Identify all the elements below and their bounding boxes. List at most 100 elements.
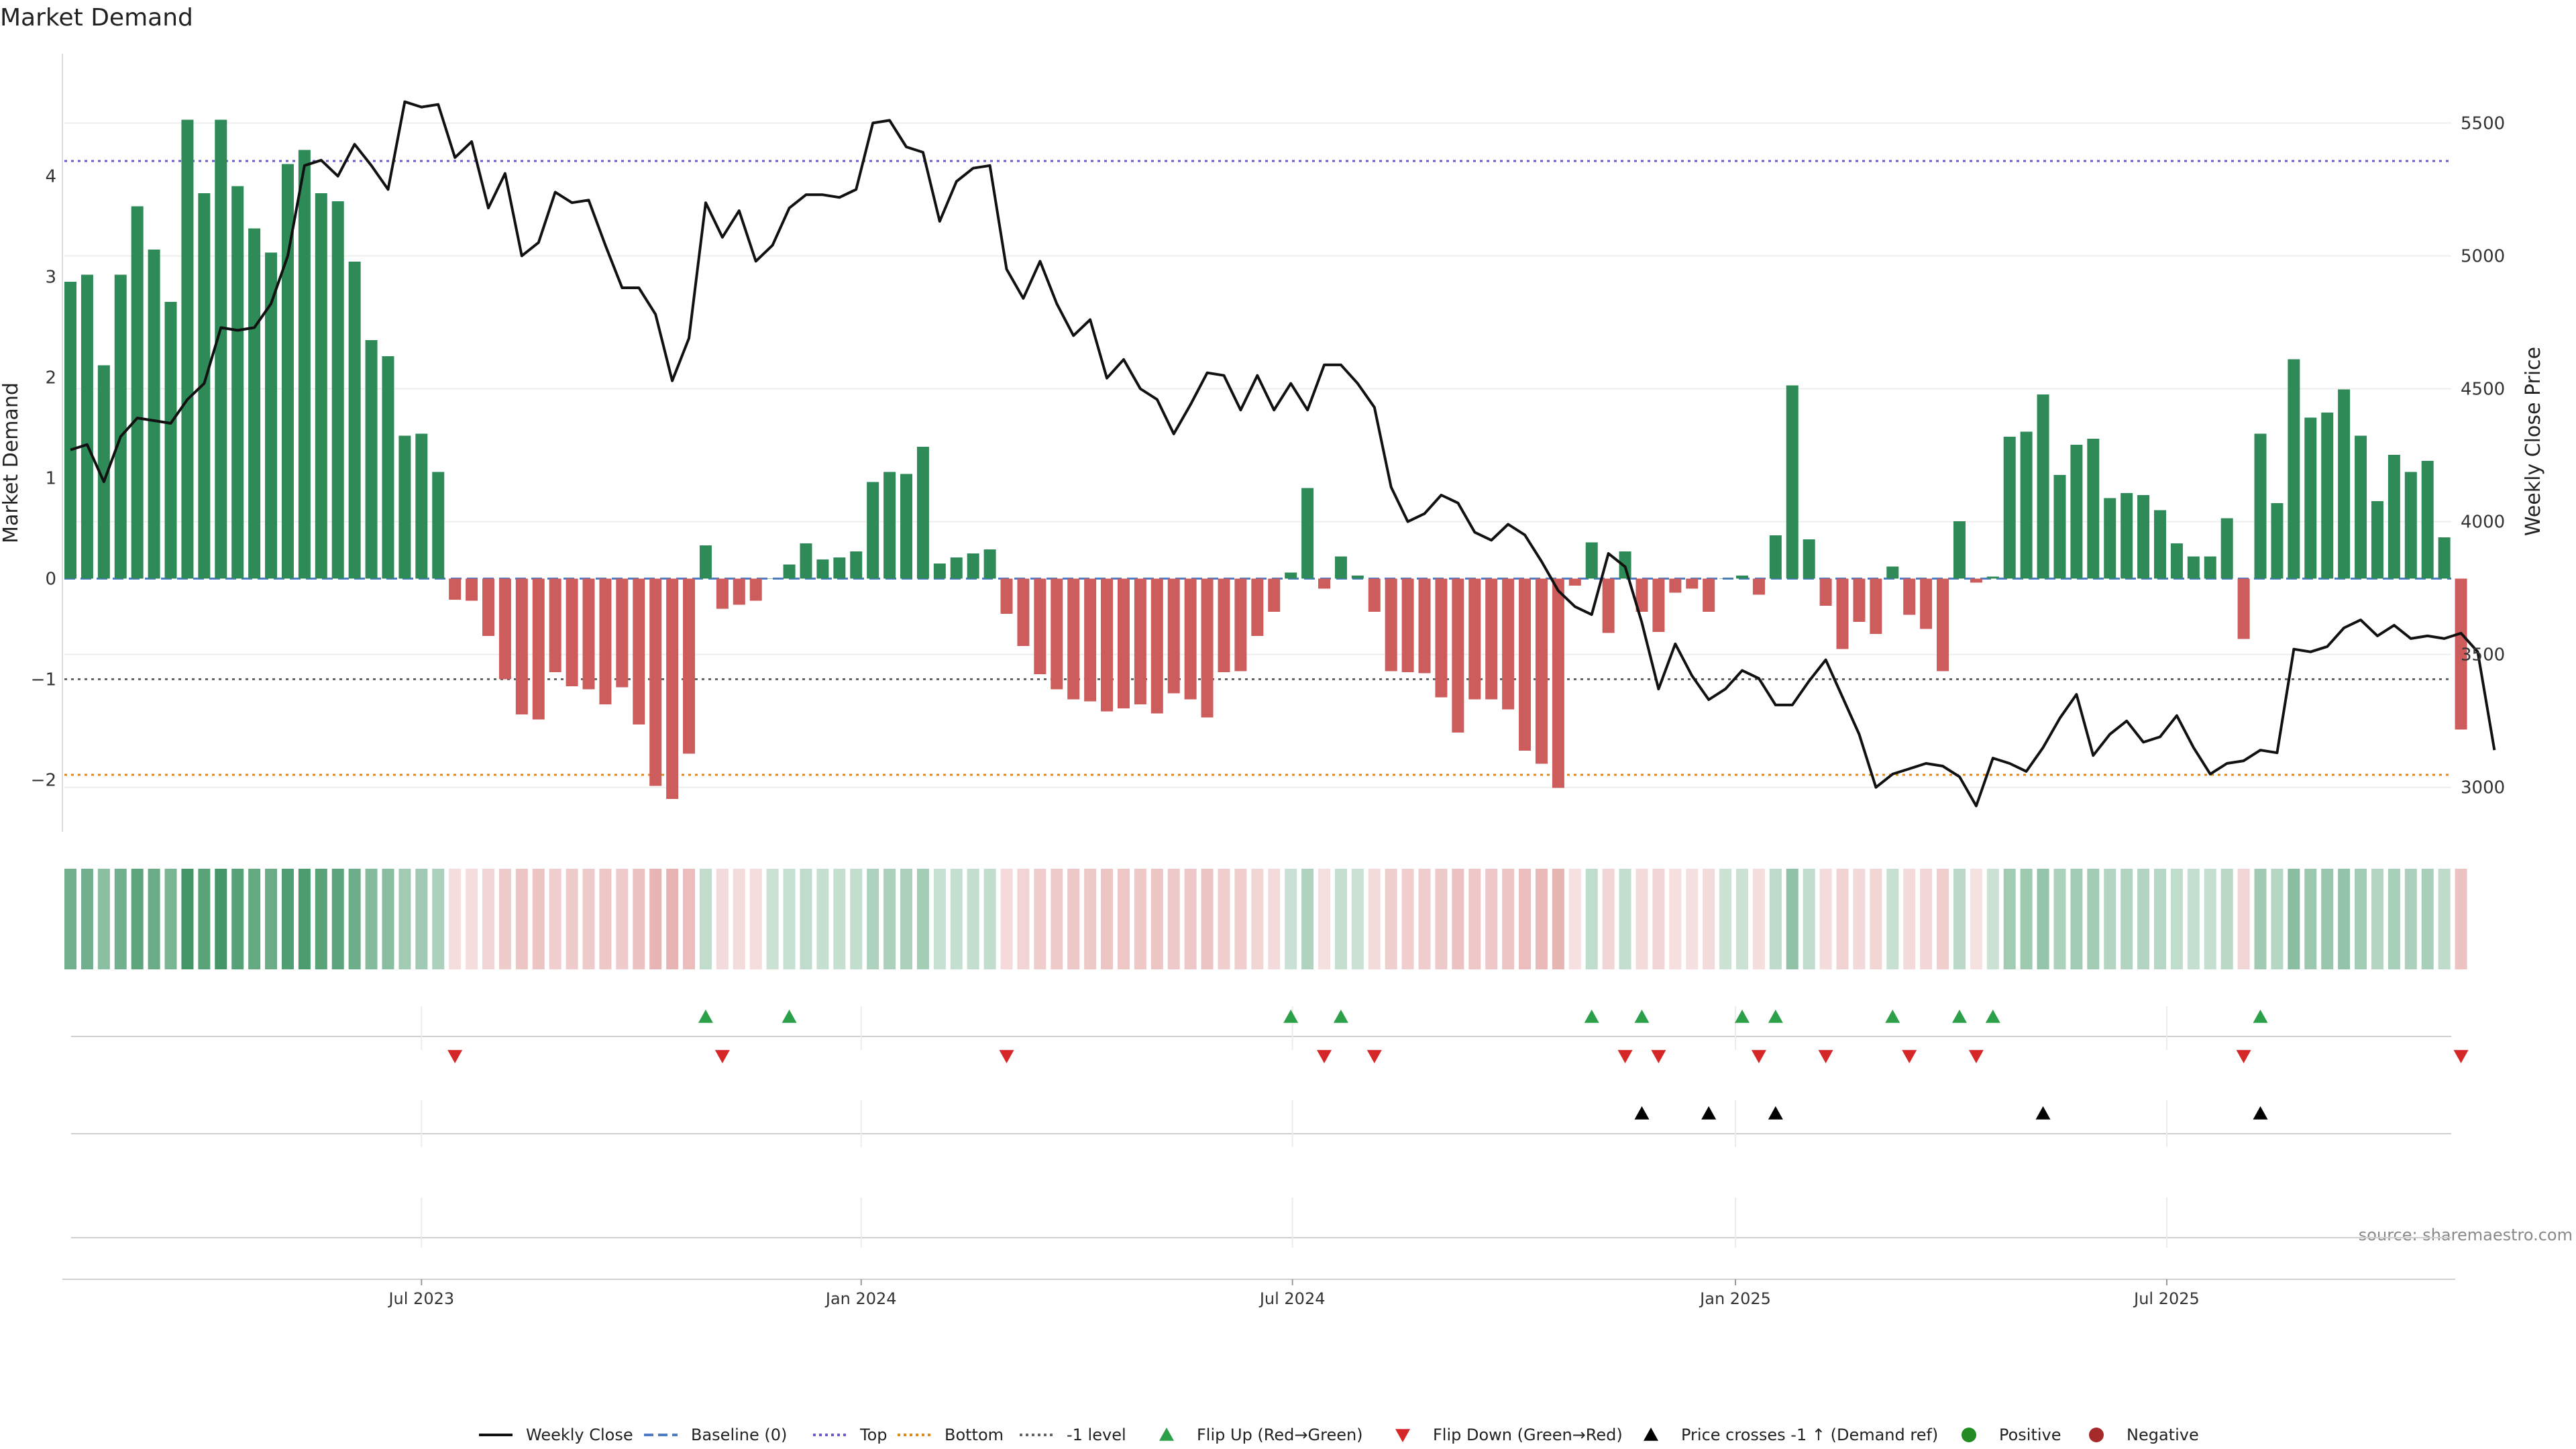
demand-bar <box>1769 535 1782 579</box>
demand-bar <box>1218 578 1230 672</box>
heat-strip-cell <box>616 869 629 969</box>
demand-bar <box>833 557 846 579</box>
x-tick-label: Jul 2025 <box>2133 1289 2200 1308</box>
price-cross-marker <box>1768 1106 1783 1120</box>
demand-bar <box>2387 455 2400 579</box>
legend-swatch <box>1962 1428 1976 1442</box>
heat-strip-cell <box>2404 869 2417 969</box>
heat-strip-cell <box>2220 869 2233 969</box>
demand-bar <box>1803 539 1815 579</box>
demand-bar <box>1000 578 1013 614</box>
heat-strip-cell <box>933 869 946 969</box>
legend-swatch <box>1644 1428 1658 1441</box>
demand-bar <box>1084 578 1097 702</box>
demand-bar <box>1836 578 1849 649</box>
y-tick-label: 3 <box>45 268 56 288</box>
demand-bar <box>2404 472 2417 579</box>
y-axis-ticks: −2 −1 0 1 2 3 4 <box>31 167 56 791</box>
heat-strip-cell <box>181 869 194 969</box>
y-tick-label: 1 <box>45 469 56 489</box>
demand-bar <box>97 365 110 579</box>
heat-strip-cell <box>1067 869 1080 969</box>
demand-bar <box>114 274 127 579</box>
flip-down-marker <box>1818 1050 1833 1063</box>
heat-strip-cell <box>2254 869 2267 969</box>
legend-label: Baseline (0) <box>691 1426 787 1444</box>
heat-strip-cell <box>1034 869 1046 969</box>
heat-strip-cell <box>1234 869 1247 969</box>
demand-bar <box>2455 578 2467 730</box>
heat-strip-cell <box>1552 869 1564 969</box>
heat-strip-cell <box>883 869 896 969</box>
demand-bar <box>1351 576 1364 579</box>
demand-bar <box>883 472 896 579</box>
heat-strip-cell <box>1285 869 1297 969</box>
flip-up-marker <box>1985 1010 2000 1023</box>
heat-strip-cell <box>248 869 261 969</box>
demand-bars <box>64 119 2467 799</box>
legend-label: Price crosses -1 ↑ (Demand ref) <box>1681 1426 1938 1444</box>
demand-bar <box>1953 521 1966 579</box>
flip-down-marker <box>2453 1050 2469 1063</box>
demand-bar <box>916 447 929 579</box>
heat-strip-cell <box>967 869 979 969</box>
heat-strip-cell <box>2070 869 2083 969</box>
flip-down-marker <box>1651 1050 1666 1063</box>
x-tick-label: Jan 2024 <box>824 1289 897 1308</box>
y2-axis-label: Weekly Close Price <box>2522 347 2545 536</box>
demand-bar <box>2338 389 2351 579</box>
flip-down-marker <box>2236 1050 2251 1063</box>
demand-bar <box>1268 578 1281 612</box>
demand-bar <box>2271 503 2284 579</box>
demand-bar <box>933 564 946 579</box>
heat-strip-cell <box>1535 869 1548 969</box>
flip-up-marker <box>1885 1010 1900 1023</box>
demand-bar <box>2288 359 2300 579</box>
legend-label: Weekly Close <box>526 1426 633 1444</box>
heat-strip-cell <box>64 869 76 969</box>
heat-strip-cell <box>582 869 595 969</box>
heat-strip-cell <box>1167 869 1180 969</box>
demand-bar <box>967 553 979 579</box>
heat-strip-cell <box>733 869 745 969</box>
heat-strip-cell <box>1452 869 1464 969</box>
heat-strip-cell <box>1686 869 1699 969</box>
demand-bar <box>1635 578 1648 612</box>
demand-bar <box>2037 394 2049 579</box>
demand-bar <box>2020 431 2033 579</box>
demand-bar <box>1318 578 1330 589</box>
heat-strip-cell <box>449 869 462 969</box>
heat-strip-cell <box>1870 869 1882 969</box>
heat-strip-cell <box>398 869 411 969</box>
x-axis-ticks: Jul 2023 Jan 2024 Jul 2024 Jan 2025 Jul 2025 <box>62 1279 2455 1308</box>
legend-swatch <box>1395 1429 1410 1442</box>
heat-strip-cell <box>2421 869 2434 969</box>
heat-strip-cell <box>1101 869 1114 969</box>
heat-strip-cell <box>1184 869 1197 969</box>
heat-strip-cell <box>1920 869 1933 969</box>
demand-bar <box>783 564 796 579</box>
demand-bar <box>2187 556 2200 579</box>
demand-bar <box>415 433 428 579</box>
demand-bar <box>382 356 394 579</box>
demand-bar <box>983 549 996 579</box>
demand-bar <box>432 472 445 579</box>
demand-bar <box>1886 566 1899 579</box>
heat-strip-cell <box>1134 869 1146 969</box>
heat-strip-cell <box>2288 869 2300 969</box>
x-tick-label: Jul 2023 <box>387 1289 454 1308</box>
heat-strip-cell <box>1585 869 1598 969</box>
x-tick-label: Jul 2024 <box>1258 1289 1326 1308</box>
demand-bar <box>2003 437 2016 579</box>
legend-label: Positive <box>1999 1426 2061 1444</box>
heat-strip-cell <box>800 869 812 969</box>
demand-bar <box>2321 413 2334 579</box>
demand-bar <box>850 551 863 579</box>
flip-up-marker <box>1584 1010 1599 1023</box>
heat-strip-cell <box>131 869 144 969</box>
demand-bar <box>766 578 779 579</box>
demand-bar <box>1686 578 1699 589</box>
heat-strip-cell <box>900 869 912 969</box>
demand-bar <box>582 578 595 690</box>
